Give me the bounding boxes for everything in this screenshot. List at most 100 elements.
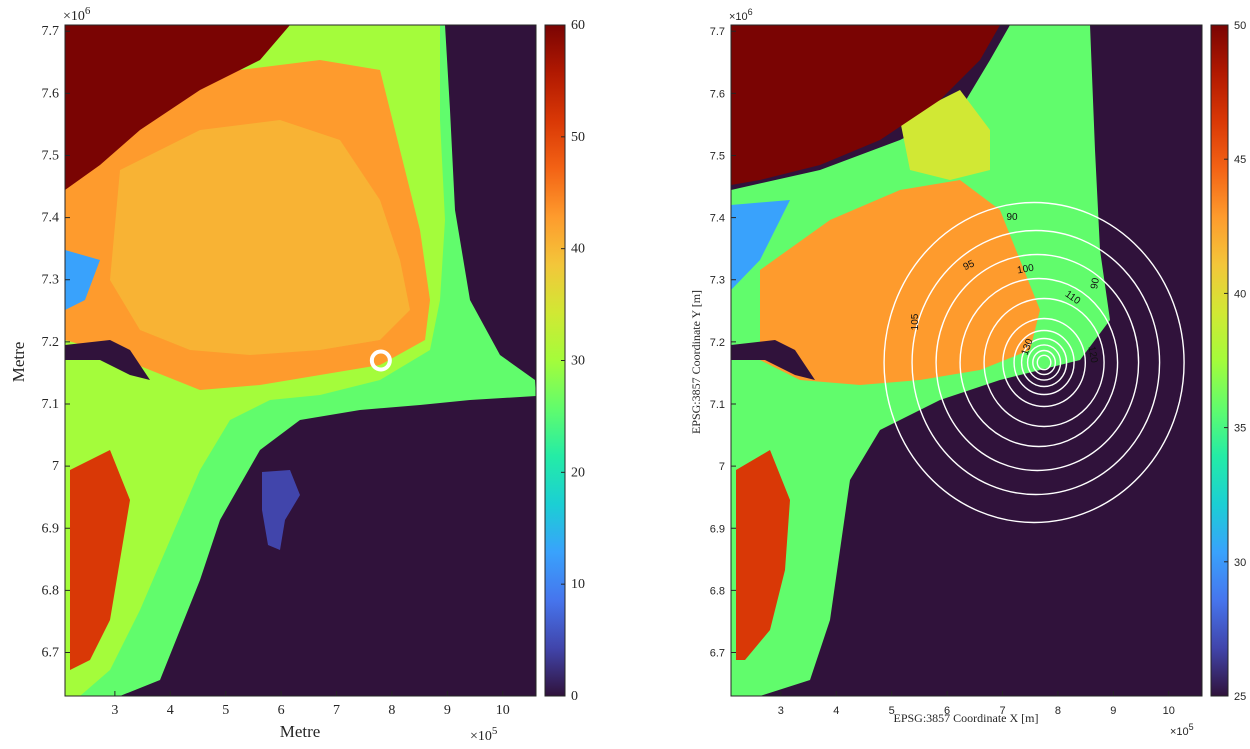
right-x-tick-label: 4 [833,705,839,717]
left-x-tick-label: 8 [388,703,395,718]
left-island [262,470,300,550]
left-y-tick-label: 7.5 [42,148,60,163]
left-y-tick-label: 7.6 [42,86,60,101]
contour-lines [883,201,1185,524]
left-x-tick-label: 7 [333,703,340,718]
right-x-exponent: ×105 [1170,722,1194,738]
contour-line [1032,349,1057,376]
right-estuary [731,340,815,380]
contour-label: 120 [1086,345,1100,364]
right-y-tick-label: 7.4 [710,213,725,225]
right-colorbar-bar [1210,24,1229,697]
contour-line [935,253,1140,472]
left-colorbar-tick-label: 30 [571,354,585,369]
left-y-tick-label: 6.8 [42,583,60,598]
contour-label: 90 [1006,212,1018,223]
left-x-tick-label: 4 [167,703,174,718]
right-y-tick-label: 7.6 [710,88,725,100]
right-y-tick-label: 7.3 [710,275,725,287]
left-y-tick-label: 7.1 [42,397,60,412]
left-x-ticks: 3 4 5 6 7 8 9 10 [111,691,510,718]
left-colorbar-ticks: 0 10 20 30 40 50 60 [561,18,585,704]
left-x-exponent: ×105 [470,725,498,744]
left-region-south-red [70,450,130,670]
right-axes-box [730,24,1203,697]
contour-line [1036,354,1052,371]
right-x-axis-label: EPSG:3857 Coordinate X [m] [894,711,1039,725]
left-colorbar-tick-label: 60 [571,18,585,33]
contour-label: 95 [962,258,977,273]
right-x-tick-label: 6 [944,705,950,717]
left-y-tick-label: 7.4 [42,211,60,226]
right-y-tick-label: 7.5 [710,150,725,162]
left-colorbar-tick-label: 40 [571,242,585,257]
left-region-blue-edge [65,250,100,310]
left-y-tick-label: 7.2 [42,335,60,350]
right-y-axis-label: EPSG:3857 Coordinate Y [m] [689,290,703,434]
left-y-axis-label: Metre [9,342,28,383]
contour-label: 100 [1016,263,1035,277]
left-colorbar: 0 10 20 30 40 50 60 [544,18,585,704]
contour-line [1020,337,1068,388]
right-y-tick-label: 7.2 [710,337,725,349]
right-y-tick-label: 7 [719,461,725,473]
left-colorbar-tick-label: 20 [571,465,585,480]
left-plot: 6.7 6.8 6.9 7 7.1 7.2 7.3 7.4 7.5 7.6 7.7 3 4 5 6 7 8 9 1… [9,5,585,744]
left-x-tick-label: 6 [278,703,285,718]
left-colorbar-tick-label: 10 [571,577,585,592]
contour-line [1013,329,1075,396]
left-heatmap [65,25,536,696]
right-region-south-red [736,450,790,660]
left-region-deep-red [65,25,290,190]
left-region-orange-core [110,120,410,355]
contour-line [959,277,1119,448]
right-region-deep-red [731,25,1000,185]
contour-line [1026,344,1062,381]
contour-label: 105 [910,313,921,330]
right-x-tick-label: 5 [889,705,895,717]
left-y-ticks: 6.7 6.8 6.9 7 7.1 7.2 7.3 7.4 7.5 7.6 7.7 [42,24,70,661]
right-colorbar-tick-label: 50 [1234,20,1246,32]
right-y-exponent: ×106 [729,7,753,23]
left-colorbar-tick-label: 50 [571,130,585,145]
left-x-tick-label: 3 [111,703,118,718]
right-x-tick-label: 8 [1055,705,1061,717]
site-marker-circle [369,349,392,372]
right-y-tick-label: 6.8 [710,585,725,597]
right-y-tick-label: 7.1 [710,399,725,411]
right-y-tick-label: 7.7 [710,26,725,38]
right-colorbar-tick-label: 25 [1234,691,1246,703]
left-y-tick-label: 7 [52,459,59,474]
right-x-tick-label: 9 [1110,705,1116,717]
left-x-tick-label: 9 [444,703,451,718]
left-colorbar-tick-label: 0 [571,689,578,704]
right-colorbar-tick-label: 40 [1234,288,1246,300]
right-region-blue-fringe [731,200,790,290]
left-y-exponent: ×106 [63,5,91,24]
left-estuary [65,340,150,380]
right-y-tick-label: 6.7 [710,648,725,660]
right-colorbar-tick-label: 35 [1234,423,1246,435]
right-x-tick-label: 10 [1163,705,1175,717]
contour-line [911,229,1161,496]
left-y-tick-label: 7.7 [42,24,60,39]
right-x-tick-label: 7 [999,705,1005,717]
contour-line [1002,317,1087,408]
right-region-orange [760,180,1040,385]
left-x-axis-label: Metre [280,722,321,741]
left-x-tick-label: 5 [222,703,229,718]
right-colorbar-ticks: 25 30 35 40 45 50 [1224,20,1246,703]
right-colorbar: 25 30 35 40 45 50 [1210,20,1246,703]
right-colorbar-tick-label: 45 [1234,154,1246,166]
contour-label: 90 [1089,277,1102,290]
right-x-ticks: 3 4 5 6 7 8 9 10 [778,691,1175,717]
right-colorbar-tick-label: 30 [1234,557,1246,569]
right-x-tick-label: 3 [778,705,784,717]
left-x-tick-label: 10 [496,703,510,718]
right-y-tick-label: 6.9 [710,523,725,535]
contour-line [983,297,1105,428]
right-y-ticks: 6.7 6.8 6.9 7 7.1 7.2 7.3 7.4 7.5 7.6 7.7 [710,26,736,660]
